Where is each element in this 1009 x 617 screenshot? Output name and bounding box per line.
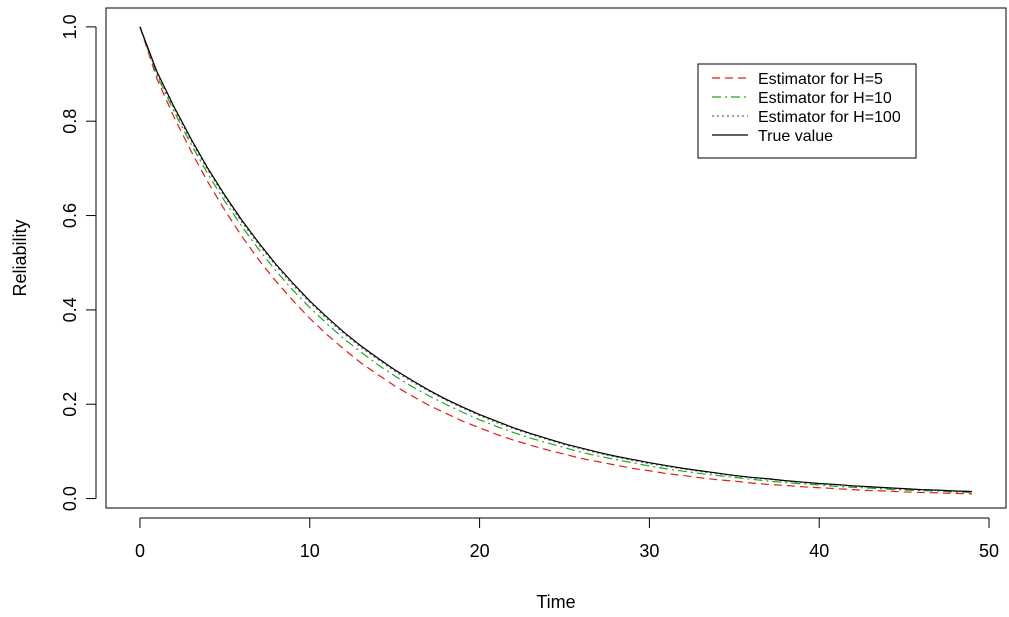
y-axis: 0.0 0.2 0.4 0.6 0.8 1.0 [60, 14, 97, 511]
y-tick-label: 0.6 [60, 203, 80, 228]
legend-label-3: True value [758, 128, 833, 145]
legend: Estimator for H=5 Estimator for H=10 Estim… [697, 63, 917, 159]
legend-label-2: Estimator for H=100 [758, 109, 901, 126]
y-tick-label: 0.0 [60, 486, 80, 511]
legend-label-0: Estimator for H=5 [758, 71, 883, 88]
y-tick-label: 0.8 [60, 109, 80, 134]
x-tick-label: 40 [809, 541, 829, 561]
x-axis-title: Time [536, 592, 575, 612]
x-tick-label: 30 [639, 541, 659, 561]
plot-frame [105, 7, 1007, 509]
x-tick-label: 20 [470, 541, 490, 561]
y-tick-label: 0.2 [60, 392, 80, 417]
x-tick-label: 0 [135, 541, 145, 561]
x-tick-label: 50 [979, 541, 999, 561]
x-axis: 0 10 20 30 40 50 [135, 517, 999, 561]
x-tick-label: 10 [300, 541, 320, 561]
series-line-1 [139, 26, 973, 494]
series-layer [139, 26, 973, 495]
plot-border [105, 7, 1007, 509]
series-line-0 [139, 26, 973, 495]
y-axis-title: Reliability [10, 219, 30, 296]
series-line-2 [139, 26, 973, 493]
series-line-3 [139, 26, 973, 493]
legend-label-1: Estimator for H=10 [758, 90, 892, 107]
y-tick-label: 1.0 [60, 14, 80, 39]
y-tick-label: 0.4 [60, 297, 80, 322]
legend-box [697, 63, 917, 159]
